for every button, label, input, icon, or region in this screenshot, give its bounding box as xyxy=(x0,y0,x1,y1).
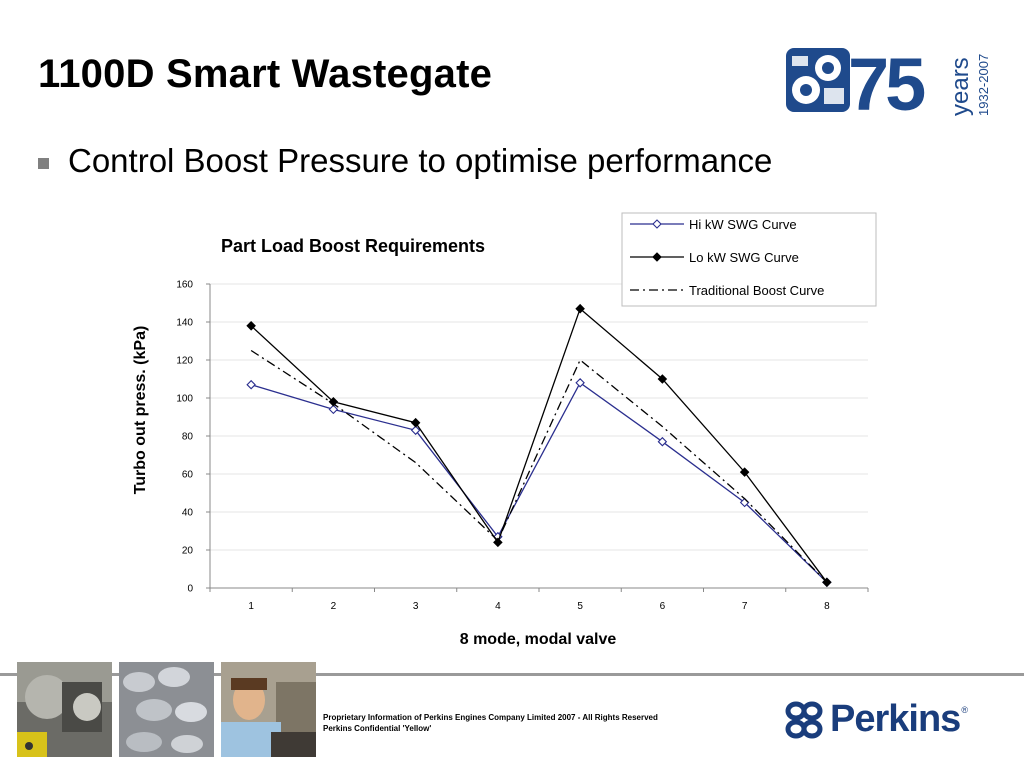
anniversary-years-range: 1932-2007 xyxy=(976,54,991,116)
data-point xyxy=(739,467,750,477)
legend-marker xyxy=(652,252,662,262)
technician-photo xyxy=(221,662,316,757)
data-point xyxy=(246,379,256,390)
bullet-text: Control Boost Pressure to optimise perfo… xyxy=(68,142,773,179)
y-tick-label: 60 xyxy=(182,470,194,481)
y-tick-label: 80 xyxy=(182,432,194,443)
legend-box xyxy=(621,212,877,307)
anniversary-number: 75 xyxy=(848,44,925,118)
x-tick-label: 5 xyxy=(577,601,583,612)
y-tick-label: 40 xyxy=(182,508,194,519)
x-axis-label: 8 mode, modal valve xyxy=(460,631,617,648)
legend: Hi kW SWG Curve Lo kW SWG Curve Traditiona… xyxy=(621,212,877,307)
pistons-photo xyxy=(119,662,214,757)
y-axis-label: Turbo out press. (kPa) xyxy=(132,326,149,495)
perkins-wordmark: Perkins xyxy=(830,698,961,740)
legend-label: Traditional Boost Curve xyxy=(689,283,824,298)
y-tick-label: 100 xyxy=(176,394,193,405)
legend-marker xyxy=(652,219,662,229)
y-tick-label: 0 xyxy=(187,584,193,595)
legend-item: Hi kW SWG Curve xyxy=(630,217,797,232)
data-point xyxy=(493,537,503,548)
gridlines xyxy=(210,283,868,588)
registered-mark: ® xyxy=(961,704,968,715)
perkins-chain-icon xyxy=(785,701,823,738)
y-tick-label: 20 xyxy=(182,546,194,557)
x-tick-label: 8 xyxy=(824,601,830,612)
slide-title: 1100D Smart Wastegate xyxy=(38,52,493,96)
notice-line-2: Perkins Confidential 'Yellow' xyxy=(323,724,432,733)
data-point xyxy=(410,417,421,428)
data-point xyxy=(657,374,668,384)
x-tick-label: 3 xyxy=(413,601,419,612)
data-point xyxy=(575,378,585,388)
x-tick-label: 6 xyxy=(660,601,666,612)
data-point xyxy=(328,404,339,415)
data-point xyxy=(410,425,421,436)
perkins-logo: Perkins ® xyxy=(784,698,968,741)
data-point xyxy=(657,436,668,447)
x-tick-label: 7 xyxy=(742,601,748,612)
proprietary-notice: Proprietary Information of Perkins Engin… xyxy=(323,712,658,734)
data-point xyxy=(328,397,339,407)
gear-emblem-icon xyxy=(786,48,850,112)
bullet-item: Control Boost Pressure to optimise perfo… xyxy=(38,142,772,180)
chart-title: Part Load Boost Requirements xyxy=(221,236,485,256)
series-line xyxy=(250,307,828,583)
bullet-square-icon xyxy=(38,157,49,169)
data-point xyxy=(575,303,585,314)
anniversary-word: years xyxy=(947,57,974,116)
footer-divider xyxy=(0,673,1024,676)
x-tick-label: 1 xyxy=(248,601,254,612)
notice-line-1: Proprietary Information of Perkins Engin… xyxy=(323,713,658,722)
anniversary-logo: 75 years 1932-2007 xyxy=(786,44,991,118)
y-tick-label: 120 xyxy=(176,356,193,367)
legend-label: Hi kW SWG Curve xyxy=(689,217,797,232)
y-tick-label: 140 xyxy=(176,318,193,329)
legend-item: Traditional Boost Curve xyxy=(630,283,824,298)
x-tick-label: 4 xyxy=(495,601,501,612)
series-line xyxy=(250,349,828,583)
series-lines xyxy=(246,303,832,588)
y-tick-label: 160 xyxy=(176,280,193,291)
data-point xyxy=(246,321,256,331)
legend-label: Lo kW SWG Curve xyxy=(689,250,799,265)
x-tick-label: 2 xyxy=(331,601,337,612)
series-3 xyxy=(250,349,828,583)
boost-chart: Part Load Boost Requirements Turbo out p… xyxy=(132,212,877,648)
legend-item: Lo kW SWG Curve xyxy=(630,250,799,265)
engine-photo xyxy=(17,662,112,757)
axes: 0 20 40 60 80 100 120 140 160 1 2 3 4 5 6 7 8 xyxy=(176,280,869,612)
